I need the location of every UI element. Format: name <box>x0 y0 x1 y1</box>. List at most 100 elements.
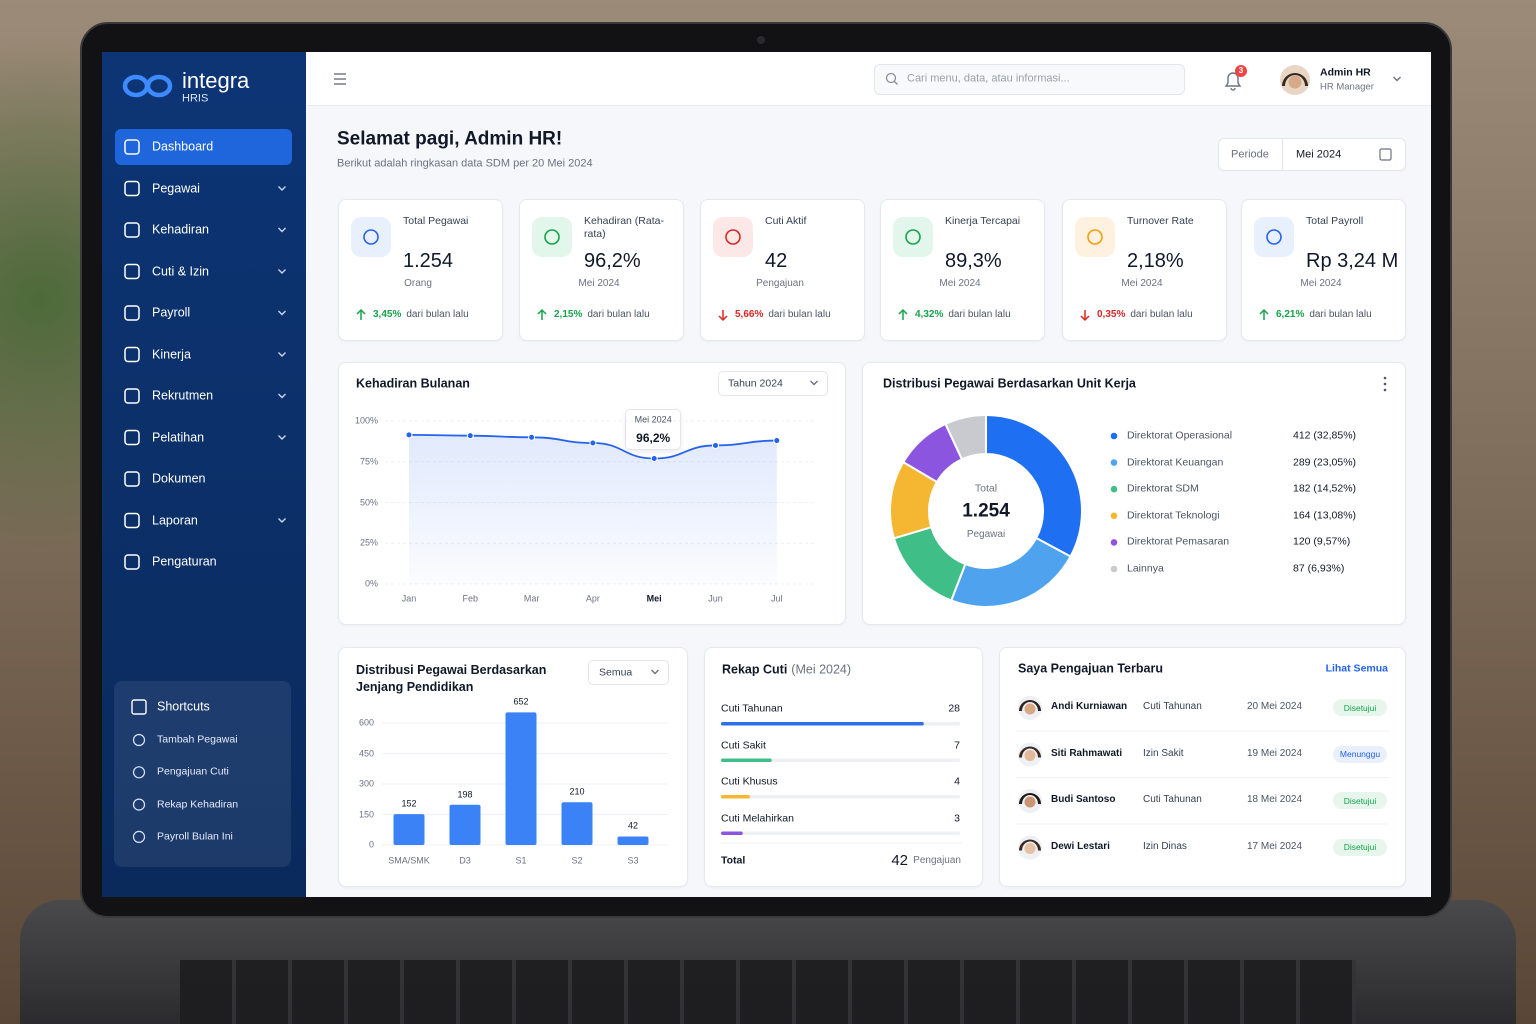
shortcut-link[interactable]: Payroll Bulan Ini <box>157 830 233 843</box>
chart-filter[interactable] <box>718 371 828 396</box>
kpi-caption: Pengajuan <box>756 278 804 289</box>
x-tick-label: Jan <box>401 593 417 604</box>
y-tick-label: 25% <box>359 537 378 548</box>
y-tick-label: 300 <box>358 778 374 789</box>
legend-label: Direktorat SDM <box>1127 482 1199 495</box>
brand-name: integra <box>182 67 250 93</box>
request-type: Cuti Tahunan <box>1143 701 1202 712</box>
kpi-icon-box <box>351 217 391 257</box>
nav-label[interactable]: Dokumen <box>152 471 206 486</box>
total-unit: Pengajuan <box>913 855 961 866</box>
kpi-value: 89,3% <box>945 250 1002 272</box>
request-date: 20 Mei 2024 <box>1247 701 1303 712</box>
status-pill <box>1333 838 1387 856</box>
y-tick-label: 75% <box>359 456 378 467</box>
user-name: Admin HR <box>1320 66 1371 79</box>
kpi-value: 96,2% <box>584 250 641 272</box>
nav-label[interactable]: Cuti & Izin <box>152 264 209 278</box>
request-date: 19 Mei 2024 <box>1247 747 1303 759</box>
request-name: Budi Santoso <box>1051 794 1116 805</box>
shortcut-link[interactable]: Rekap Kehadiran <box>157 798 239 811</box>
brand-sub: HRIS <box>182 92 209 105</box>
request-date: 17 Mei 2024 <box>1247 840 1303 852</box>
summary-card <box>704 647 983 887</box>
kpi-change-text: dari bulan lalu <box>587 309 650 320</box>
legend-label: Direktorat Pemasaran <box>1127 536 1230 549</box>
x-tick-label: S3 <box>627 855 639 866</box>
status-label: Disetujui <box>1343 841 1377 852</box>
nav-active[interactable] <box>115 129 292 165</box>
shortcuts-title: Shortcuts <box>157 699 210 714</box>
badge-count: 3 <box>1238 66 1244 76</box>
legend-value: 182 (14,52%) <box>1293 482 1357 495</box>
total-value: 42 <box>891 852 908 869</box>
shortcut-link[interactable]: Pengajuan Cuti <box>157 766 229 778</box>
chart-filter-label: Semua <box>599 666 633 679</box>
requests-card <box>999 647 1406 887</box>
y-tick-label: 600 <box>358 717 374 728</box>
subtitle: Berikut adalah ringkasan data SDM per 20… <box>337 157 593 170</box>
period-picker[interactable] <box>1218 138 1406 171</box>
shortcut-link[interactable]: Tambah Pegawai <box>157 733 238 746</box>
legend-label: Direktorat Operasional <box>1127 429 1233 442</box>
nav-label[interactable]: Dashboard <box>152 139 214 154</box>
kpi-icon-box <box>532 217 572 257</box>
leave-label: Cuti Melahirkan <box>721 812 794 825</box>
kpi-value: 1.254 <box>403 250 454 272</box>
status-pill <box>1333 792 1387 809</box>
camera <box>757 36 765 44</box>
nav-label[interactable]: Pegawai <box>152 181 200 195</box>
y-tick-label: 50% <box>359 497 378 508</box>
leave-count: 7 <box>954 739 960 752</box>
status-pill <box>1333 699 1387 716</box>
card-title: Saya Pengajuan Terbaru <box>1018 661 1163 676</box>
nav-label[interactable]: Pengaturan <box>152 554 217 569</box>
chart-title: Kehadiran Bulanan <box>356 376 470 391</box>
x-tick-label: S1 <box>515 855 527 866</box>
search-box[interactable] <box>874 64 1185 95</box>
chart-card <box>338 362 846 625</box>
kpi-caption: Mei 2024 <box>578 278 620 289</box>
period-label: Periode <box>1231 148 1269 161</box>
nav-label[interactable]: Laporan <box>152 513 198 527</box>
x-tick-label: Jul <box>771 593 783 604</box>
request-name: Dewi Lestari <box>1051 840 1110 852</box>
kpi-change: 3,45% <box>373 309 402 320</box>
kpi-icon-box <box>893 217 933 257</box>
leave-label: Cuti Tahunan <box>721 702 783 715</box>
tooltip-value: 96,2% <box>636 430 671 445</box>
see-all-link[interactable]: Lihat Semua <box>1325 662 1388 675</box>
y-tick-label: 0 <box>368 839 374 850</box>
tooltip-title: Mei 2024 <box>634 414 672 425</box>
y-tick-label: 150 <box>358 809 374 820</box>
kpi-change-text: dari bulan lalu <box>768 309 831 320</box>
request-type: Izin Sakit <box>1143 747 1184 759</box>
nav-label[interactable]: Pelatihan <box>152 430 205 444</box>
kpi-change: 5,66% <box>735 309 764 320</box>
y-tick-label: 450 <box>358 748 374 759</box>
nav-label[interactable]: Rekrutmen <box>152 388 214 403</box>
topbar <box>306 52 1431 106</box>
status-pill <box>1333 745 1387 763</box>
nav-label[interactable]: Kehadiran <box>152 222 209 237</box>
nav-label[interactable]: Payroll <box>152 305 191 320</box>
request-name: Siti Rahmawati <box>1051 747 1123 759</box>
legend-label: Lainnya <box>1127 562 1164 575</box>
kpi-value: 42 <box>765 250 788 272</box>
bar-value-label: 42 <box>627 821 639 832</box>
kpi-caption: Orang <box>404 278 432 289</box>
x-tick-label: D3 <box>459 855 471 866</box>
legend-value: 412 (32,85%) <box>1293 429 1357 442</box>
legend-value: 164 (13,08%) <box>1293 509 1357 522</box>
kpi-change: 4,32% <box>915 309 944 320</box>
leave-label: Cuti Sakit <box>721 739 766 752</box>
kpi-caption: Mei 2024 <box>1300 278 1342 289</box>
x-tick-label: Mei <box>646 593 662 604</box>
nav-label[interactable]: Kinerja <box>152 347 191 361</box>
bar-value-label: 210 <box>569 786 585 797</box>
x-tick-label: SMA/SMK <box>388 855 430 866</box>
kpi-icon-box <box>1254 217 1294 257</box>
leave-count: 28 <box>948 702 960 715</box>
legend-value: 87 (6,93%) <box>1293 562 1345 575</box>
